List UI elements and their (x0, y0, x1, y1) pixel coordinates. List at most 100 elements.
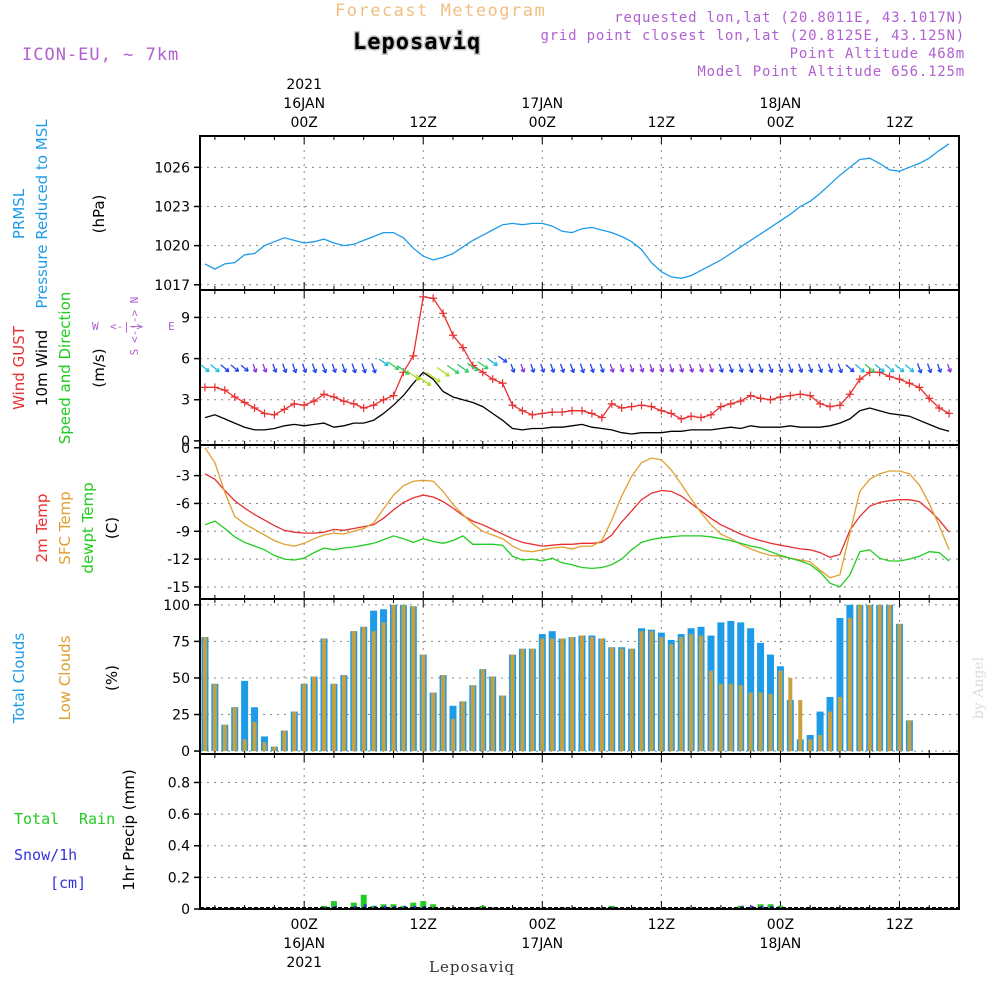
wind-arrow-head (808, 368, 814, 374)
wind-arrow (331, 363, 337, 373)
low-cloud-bar (818, 734, 823, 752)
pressure-label-prmsl: PRMSL (10, 188, 28, 239)
time-label: 12Z (648, 917, 675, 933)
low-cloud-bar (292, 711, 297, 752)
temp-unit: (C) (103, 517, 121, 539)
low-cloud-bar (312, 676, 317, 752)
wind-arrow-head (224, 367, 230, 373)
gust-marker (230, 392, 239, 401)
total-cloud-bar (836, 618, 844, 752)
gust-marker (548, 408, 557, 417)
wind-arrow-head (818, 368, 824, 374)
wind-compass: N S W E <-|-> <-|-> (92, 297, 175, 356)
low-cloud-bar (451, 718, 455, 752)
temp-ytick-label: -6 (176, 496, 190, 512)
temp-label-2m: 2m Temp (33, 494, 51, 563)
wind-arrow (510, 363, 515, 373)
wind-arrow (679, 363, 684, 373)
gust-marker (449, 331, 457, 340)
wind-arrow-head (292, 368, 298, 374)
compass-arrows-vertical: <-|-> (128, 310, 141, 343)
wind-arrow (609, 363, 614, 373)
wind-arrow (837, 363, 843, 374)
wind-arrow (301, 363, 307, 373)
pressure-panel-labels: PRMSL Pressure Reduced to MSL (hPa) (10, 119, 108, 309)
series-line-sfc-temp (204, 447, 950, 579)
header-model: ICON-EU, ~ 7km (22, 45, 179, 65)
gust-marker (925, 394, 934, 403)
wind-arrow (550, 363, 555, 373)
gust-marker (558, 408, 567, 417)
wind-arrow-head (502, 358, 508, 363)
wind-arrow-head (947, 368, 952, 373)
gust-marker (657, 406, 666, 415)
wind-arrow-head (788, 368, 794, 374)
wind-arrow-head (828, 368, 834, 374)
wind-arrow (669, 363, 674, 373)
low-cloud-bar (262, 742, 267, 752)
low-cloud-bar (768, 694, 773, 752)
wind-arrow-head (798, 368, 804, 374)
gust-marker (786, 391, 795, 400)
time-label: 12Z (886, 115, 913, 131)
gust-marker (806, 391, 815, 400)
wind-arrow (397, 365, 410, 375)
wind-arrow (487, 358, 498, 366)
low-cloud-bar (788, 677, 793, 752)
low-cloud-bar (341, 675, 346, 752)
gust-marker (329, 392, 338, 401)
low-cloud-bar (480, 669, 485, 752)
time-label: 12Z (410, 115, 437, 131)
gust-marker (498, 379, 507, 388)
low-cloud-bar (222, 724, 227, 752)
wind-arrow-head (570, 368, 576, 374)
wind-arrow-head (937, 368, 943, 373)
wind-arrow-head (580, 368, 586, 374)
wind-arrow (738, 363, 743, 373)
gust-marker (905, 379, 914, 388)
gust-marker (627, 402, 636, 411)
low-cloud-bar (867, 604, 872, 752)
wind-arrow-head (748, 368, 754, 374)
gust-marker (637, 401, 646, 410)
wind-arrow-head (351, 368, 357, 374)
wind-arrow (436, 366, 450, 377)
temp-ytick-label: 0 (181, 441, 190, 457)
low-cloud-bar (550, 638, 555, 752)
gust-marker (280, 405, 289, 414)
time-label: 2021 (286, 77, 322, 93)
wind-arrow-head (927, 368, 933, 374)
wind-arrow (874, 363, 885, 373)
wind-arrow (817, 363, 823, 373)
gust-marker (895, 375, 904, 384)
precip-ytick-label: 0.8 (168, 775, 190, 791)
gust-marker (458, 343, 467, 352)
wind-arrow (341, 363, 347, 373)
series-line-wind-gust (205, 296, 950, 420)
pressure-label-msl: Pressure Reduced to MSL (33, 119, 51, 309)
wind-arrow-head (215, 367, 220, 373)
wind-arrow (291, 363, 297, 373)
series-line-10m-wind (204, 371, 950, 435)
wind-arrow (827, 363, 833, 373)
low-cloud-bar (212, 683, 217, 752)
wind-arrow (937, 363, 942, 373)
gust-marker (409, 351, 418, 360)
rain-bar (330, 901, 337, 909)
gust-marker (290, 399, 299, 408)
low-cloud-bar (351, 631, 356, 752)
wind-arrow-head (599, 368, 605, 373)
low-cloud-bar (778, 670, 783, 752)
low-cloud-bar (897, 623, 902, 752)
precip-frame (199, 753, 960, 910)
wind-arrow (252, 363, 257, 373)
wind-arrow (425, 371, 441, 383)
clouds-ytick-label: 25 (172, 708, 190, 724)
wind-arrow (639, 364, 644, 373)
gust-marker (667, 409, 676, 418)
time-label: 12Z (648, 115, 675, 131)
time-label: 17JAN (521, 936, 563, 952)
wind-arrow (498, 355, 508, 363)
total-cloud-bar (241, 680, 249, 752)
pressure-ytick-label: 1026 (154, 160, 190, 176)
